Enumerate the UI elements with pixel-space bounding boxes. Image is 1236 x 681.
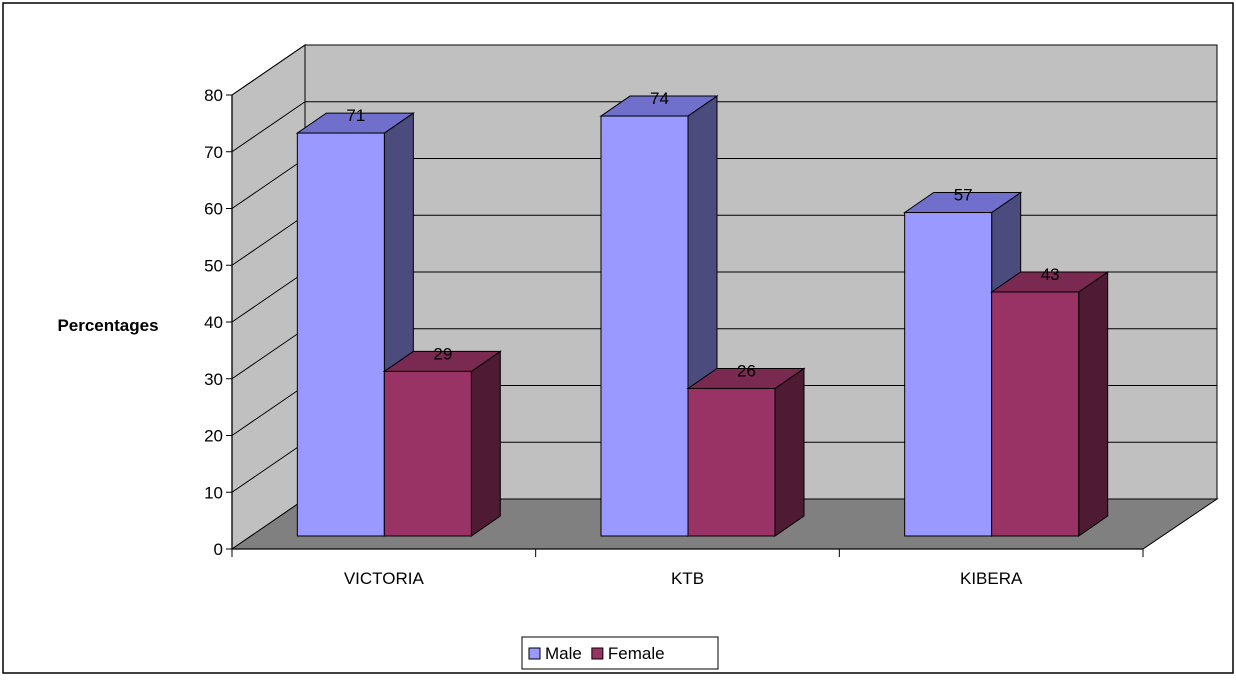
bars: [295, 95, 1110, 537]
y-tick-label: 10: [204, 483, 223, 502]
y-tick-label: 80: [204, 86, 223, 105]
gridline-side: [231, 44, 306, 96]
gridline-side: [231, 385, 306, 436]
data-label: 57: [954, 186, 973, 205]
bar: [991, 291, 1080, 537]
gridline-side: [231, 328, 306, 380]
legend-label: Female: [608, 644, 665, 663]
y-tick-label: 30: [204, 370, 223, 389]
data-label: 43: [1041, 265, 1060, 284]
x-tick-label: VICTORIA: [344, 569, 425, 588]
bar-side: [774, 367, 805, 537]
y-tick-label: 60: [204, 200, 223, 219]
bar: [687, 387, 776, 537]
y-tick-label: 0: [214, 540, 223, 559]
y-axis-label: Percentages: [57, 316, 158, 335]
legend: Male Female: [521, 636, 719, 670]
gridline-side: [231, 101, 306, 153]
bar: [383, 370, 472, 537]
y-tick-label: 50: [204, 256, 223, 275]
bar-side: [470, 350, 501, 537]
data-label: 29: [433, 344, 452, 363]
bar: [296, 132, 385, 537]
data-label: 26: [737, 361, 756, 380]
bar: [600, 115, 689, 537]
x-tick-label: KIBERA: [960, 569, 1023, 588]
data-label: 74: [650, 89, 669, 108]
gridline-side: [231, 158, 306, 209]
bar-side: [1078, 271, 1109, 537]
y-tick-label: 20: [204, 427, 223, 446]
gridline-side: [231, 271, 306, 323]
legend-box: [521, 636, 719, 670]
legend-swatch: [528, 647, 541, 660]
gridline-side: [231, 214, 306, 266]
data-labels: 71 29 74 26 57 43: [346, 89, 1059, 380]
y-tick-label: 40: [204, 313, 223, 332]
bar: [904, 212, 993, 537]
data-label: 71: [346, 106, 365, 125]
legend-swatch: [591, 647, 604, 660]
x-tick-label: KTB: [671, 569, 704, 588]
gridline-side: [231, 441, 306, 493]
y-tick-label: 70: [204, 143, 223, 162]
axes: 0 10 20 30 40 50 60 70 80 VICTORIA KTB KIBERA: [204, 86, 1144, 588]
legend-label: Male: [545, 644, 582, 663]
